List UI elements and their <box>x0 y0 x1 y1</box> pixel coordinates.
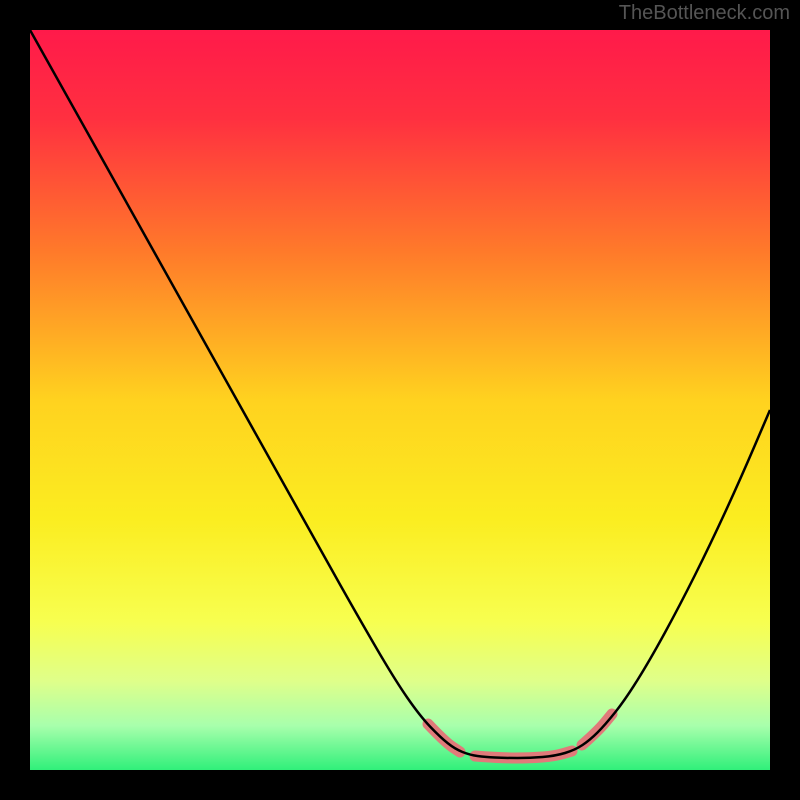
watermark-text: TheBottleneck.com <box>619 2 790 25</box>
chart-svg <box>0 0 800 800</box>
bottleneck-chart: TheBottleneck.com <box>0 0 800 800</box>
plot-background <box>30 30 770 770</box>
